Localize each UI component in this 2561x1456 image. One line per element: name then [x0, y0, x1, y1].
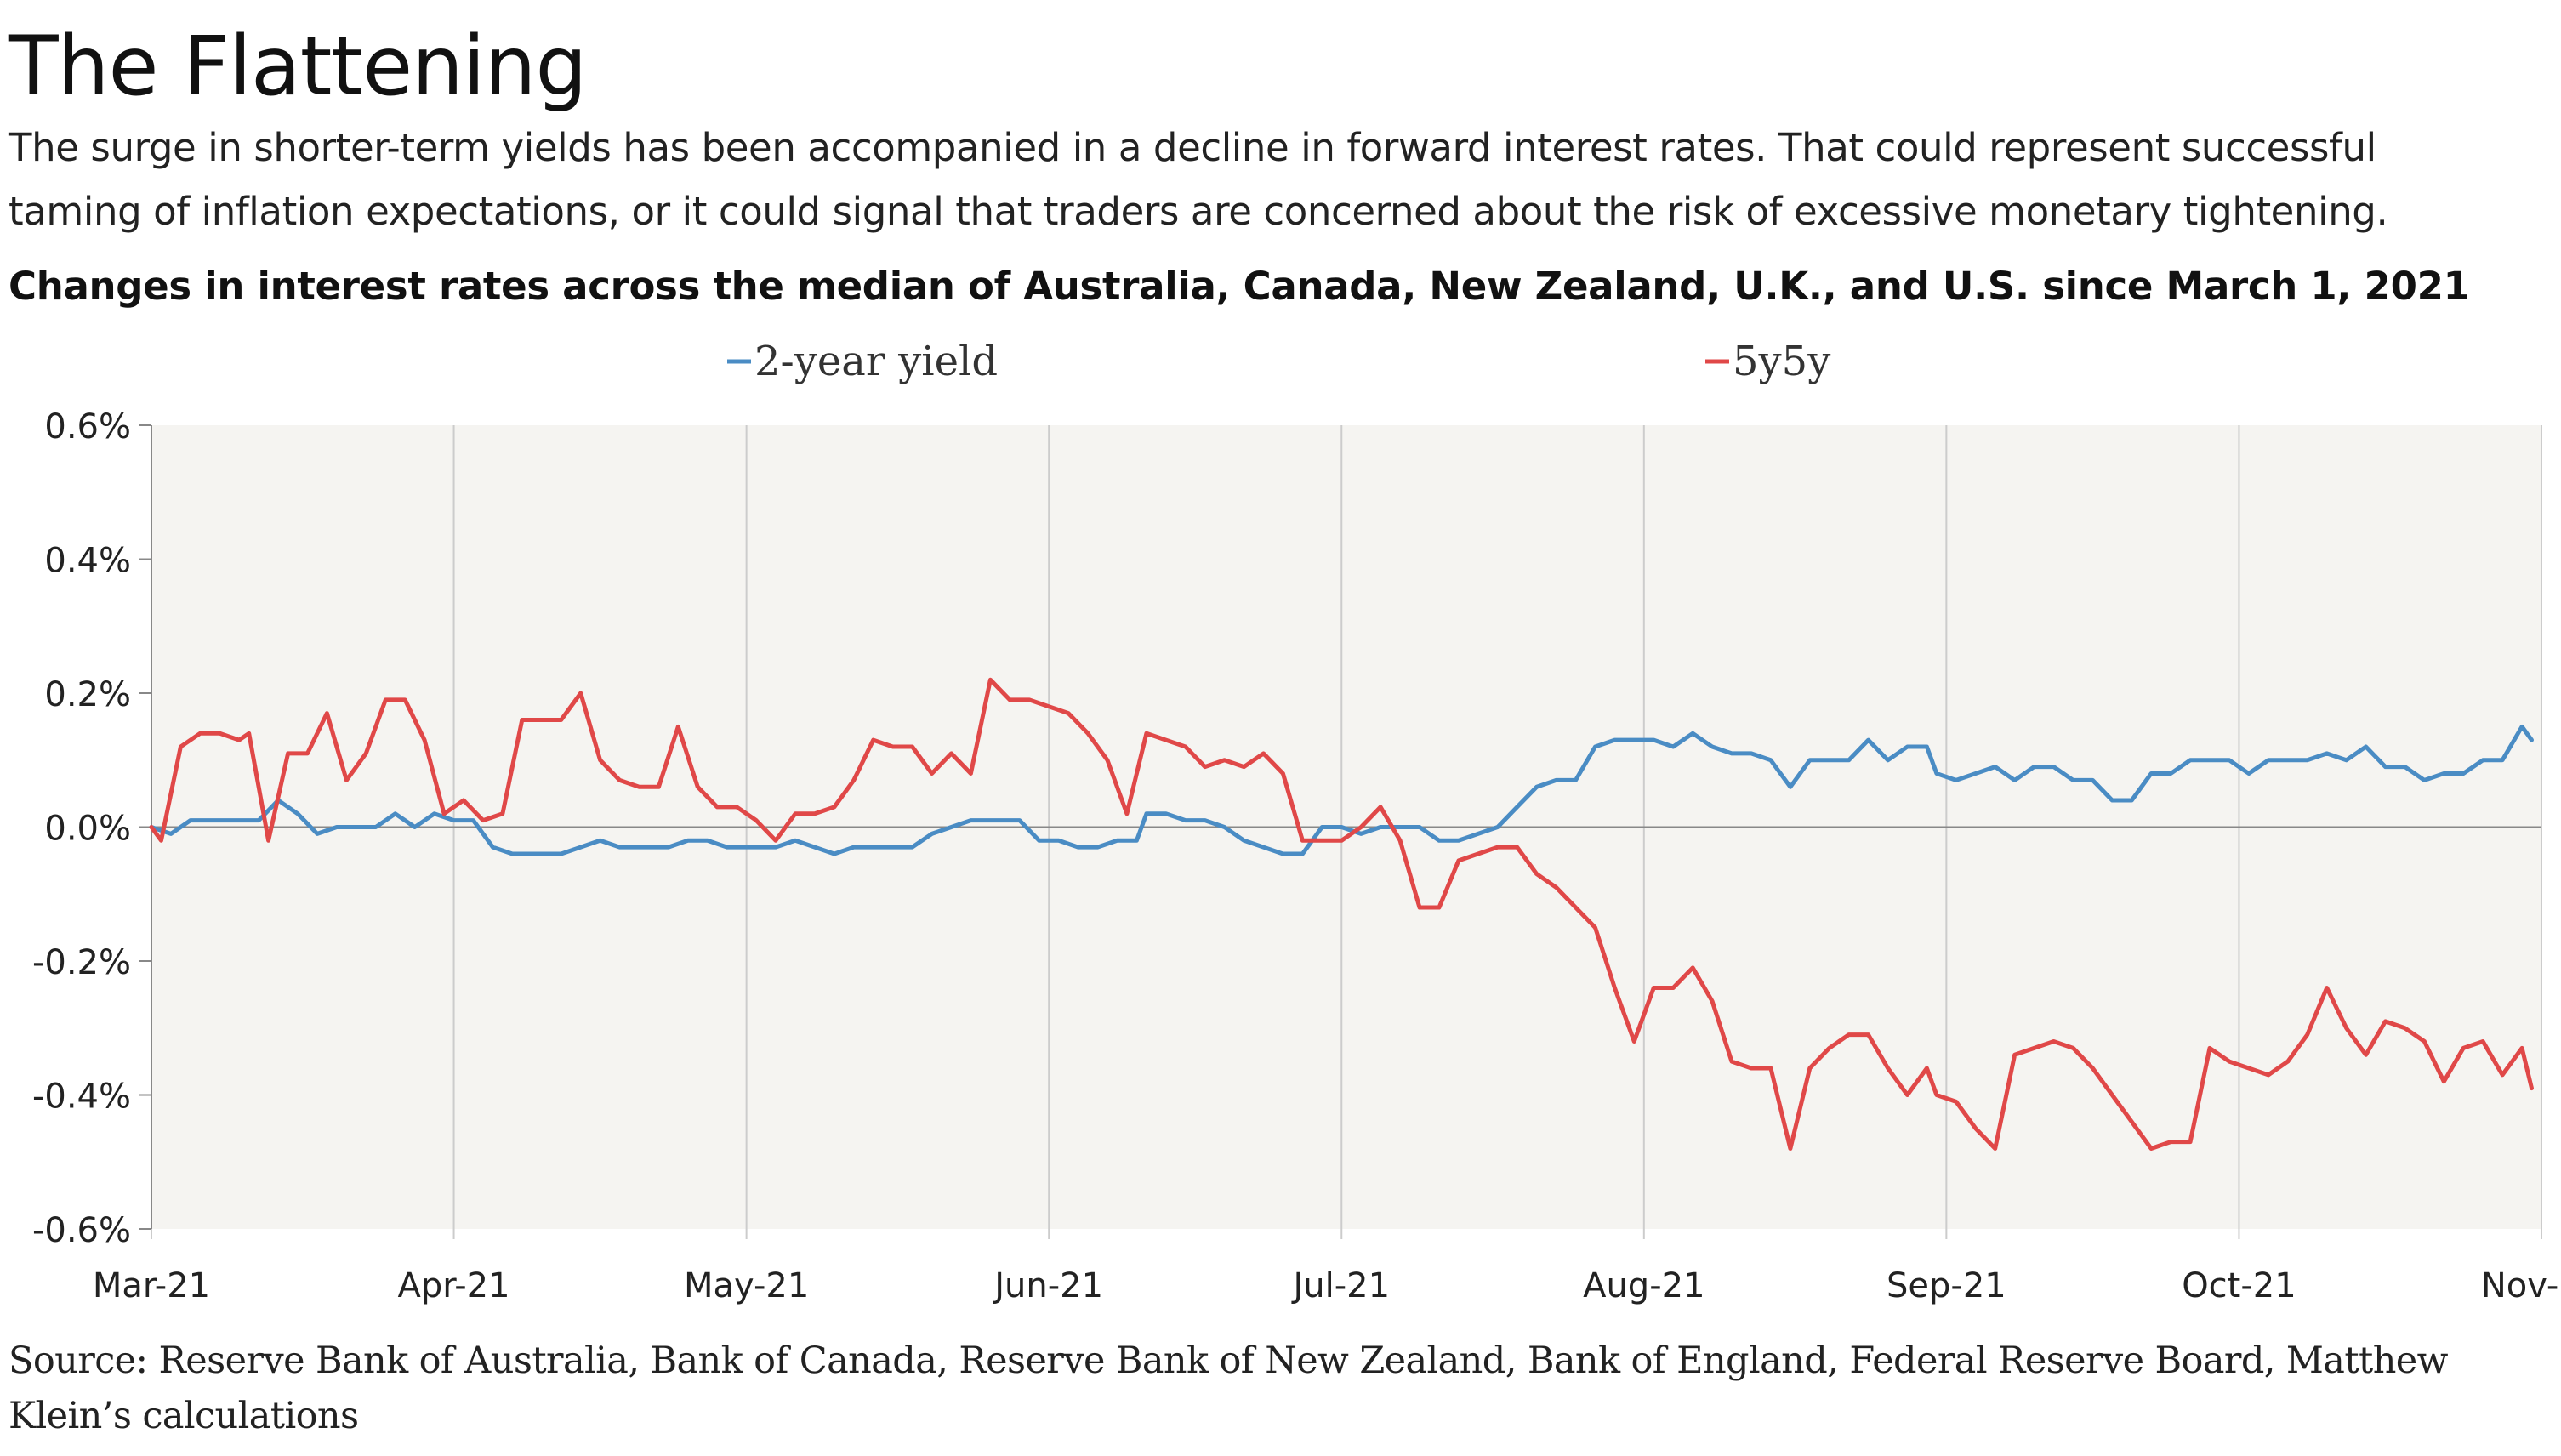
- x-tick-label: Sep-21: [1887, 1266, 2006, 1305]
- y-tick-label: 0.4%: [44, 542, 131, 581]
- source-line-2: Klein’s calculations: [9, 1395, 359, 1437]
- series-line-five-y-five-y: [149, 677, 2534, 1151]
- y-tick-label: 0.6%: [44, 407, 131, 446]
- description-line-1: The surge in shorter-term yields has bee…: [9, 125, 2376, 170]
- y-tick-label: -0.2%: [32, 943, 131, 982]
- source-line-1: Source: Reserve Bank of Australia, Bank …: [9, 1339, 2448, 1382]
- x-tick-label: May-21: [684, 1266, 809, 1305]
- grid-layer: [151, 425, 2542, 1239]
- legend-label: 5y5y: [1733, 338, 1830, 385]
- y-tick-label: -0.4%: [32, 1078, 131, 1117]
- y-tick-label: 0.0%: [44, 810, 131, 849]
- x-tick-label: Oct-21: [2182, 1266, 2296, 1305]
- y-tick-label: 0.2%: [44, 675, 131, 714]
- legend-label: 2-year yield: [754, 338, 998, 385]
- chart-subtitle: Changes in interest rates across the med…: [9, 264, 2470, 309]
- x-tick-label: Mar-21: [93, 1266, 210, 1305]
- series-line-two-year-yield: [149, 724, 2534, 856]
- y-tick-label: -0.6%: [32, 1211, 131, 1250]
- x-tick-label: Apr-21: [398, 1266, 510, 1305]
- x-tick-label: Jul-21: [1290, 1266, 1390, 1305]
- x-tick-label: Jun-21: [992, 1266, 1103, 1305]
- x-tick-label: Aug-21: [1583, 1266, 1704, 1305]
- chart-title: The Flattening: [9, 19, 587, 114]
- x-tick-label: Nov-21: [2481, 1266, 2561, 1305]
- legend: 2-year yield 5y5y: [727, 338, 1830, 385]
- series-layer: [149, 677, 2534, 1151]
- description-line-2: taming of inflation expectations, or it …: [9, 189, 2388, 234]
